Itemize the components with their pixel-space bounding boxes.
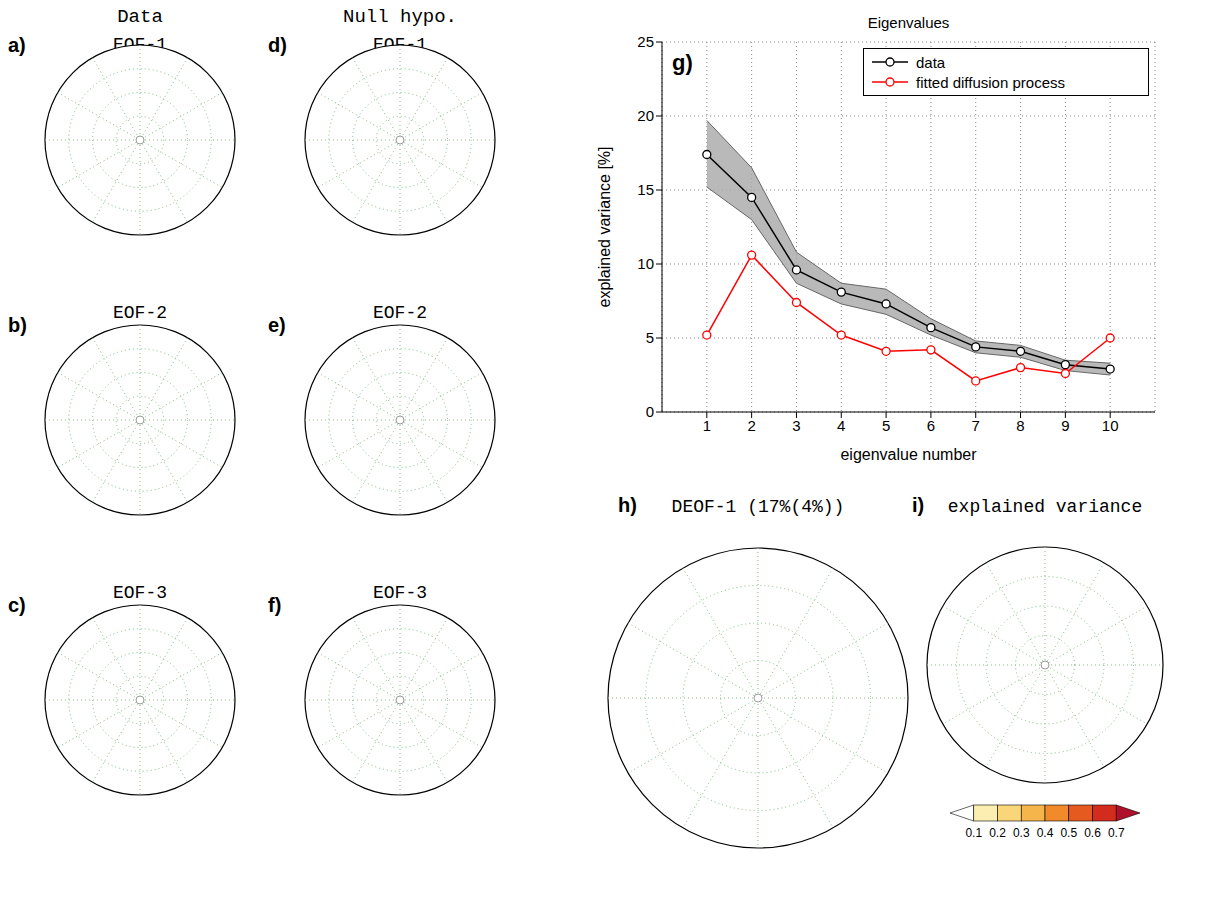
svg-text:10: 10 xyxy=(1102,417,1119,434)
svg-text:0.6: 0.6 xyxy=(1084,826,1101,840)
svg-text:Data: Data xyxy=(117,6,163,28)
svg-text:h): h) xyxy=(618,494,637,516)
svg-text:b): b) xyxy=(8,314,27,336)
svg-text:0: 0 xyxy=(646,403,654,420)
svg-text:0.2: 0.2 xyxy=(989,826,1006,840)
svg-text:4: 4 xyxy=(837,417,845,434)
svg-text:3: 3 xyxy=(792,417,800,434)
svg-text:f): f) xyxy=(268,594,281,616)
svg-text:8: 8 xyxy=(1016,417,1024,434)
svg-text:0.4: 0.4 xyxy=(1037,826,1054,840)
svg-text:20: 20 xyxy=(637,107,654,124)
html-text:g): g) xyxy=(672,50,693,75)
svg-text:9: 9 xyxy=(1061,417,1069,434)
svg-text:EOF-2: EOF-2 xyxy=(113,303,167,323)
svg-text:5: 5 xyxy=(646,329,654,346)
svg-text:25: 25 xyxy=(637,33,654,50)
html-text:fitted diffusion process: fitted diffusion process xyxy=(916,73,1065,91)
svg-text:0.1: 0.1 xyxy=(965,826,982,840)
svg-text:a): a) xyxy=(8,34,26,56)
svg-text:EOF-3: EOF-3 xyxy=(113,583,167,603)
svg-text:0.5: 0.5 xyxy=(1060,826,1077,840)
svg-text:10: 10 xyxy=(637,255,654,272)
svg-text:DEOF-1 (17%(4%)): DEOF-1 (17%(4%)) xyxy=(672,497,845,517)
svg-text:explained variance: explained variance xyxy=(948,497,1142,517)
svg-text:1: 1 xyxy=(703,417,711,434)
svg-text:c): c) xyxy=(8,594,26,616)
svg-text:5: 5 xyxy=(882,417,890,434)
svg-text:2: 2 xyxy=(747,417,755,434)
svg-text:EOF-3: EOF-3 xyxy=(373,583,427,603)
svg-text:explained variance [%]: explained variance [%] xyxy=(596,147,613,308)
html-text:Eigenvalues: Eigenvalues xyxy=(867,14,950,31)
svg-text:i): i) xyxy=(912,494,924,516)
svg-text:EOF-2: EOF-2 xyxy=(373,303,427,323)
html-text:data: data xyxy=(916,53,946,71)
svg-text:7: 7 xyxy=(972,417,980,434)
svg-text:Null hypo.: Null hypo. xyxy=(343,6,457,28)
svg-text:d): d) xyxy=(268,34,287,56)
svg-text:0.7: 0.7 xyxy=(1108,826,1125,840)
svg-text:eigenvalue number: eigenvalue number xyxy=(840,446,977,463)
svg-text:6: 6 xyxy=(927,417,935,434)
svg-text:e): e) xyxy=(268,314,286,336)
svg-text:15: 15 xyxy=(637,181,654,198)
svg-text:0.3: 0.3 xyxy=(1013,826,1030,840)
